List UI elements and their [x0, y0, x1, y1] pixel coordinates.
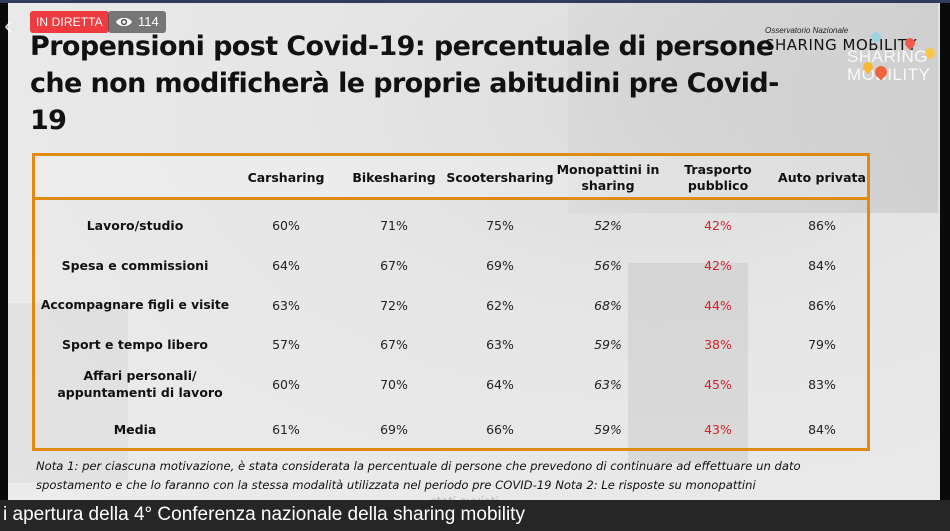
- table-row: Media 61% 69% 66% 59% 43% 84%: [35, 408, 867, 450]
- cell-monopattini: 59%: [594, 336, 622, 352]
- header-bikesharing: Bikesharing: [352, 170, 436, 185]
- background-photo-shade: [628, 263, 748, 463]
- table-row: Accompagnare figli e visite 63% 72% 62% …: [35, 285, 867, 325]
- slide-title: Propensioni post Covid-19: percentuale d…: [30, 31, 779, 136]
- row-label: Media: [113, 421, 157, 437]
- background-photo-shade: [8, 303, 128, 483]
- cell-trasporto-pubblico: 44%: [704, 297, 732, 313]
- cell-scootersharing: 62%: [486, 297, 514, 313]
- cell-trasporto-pubblico: 43%: [704, 421, 732, 437]
- cell-auto-privata: 86%: [808, 297, 836, 313]
- left-frame: [0, 3, 8, 500]
- cell-carsharing: 64%: [272, 257, 300, 273]
- cell-scootersharing: 64%: [486, 376, 514, 392]
- cell-auto-privata: 84%: [808, 257, 836, 273]
- table-header-row: Carsharing Bikesharing Scootersharing Mo…: [35, 156, 867, 200]
- cell-auto-privata: 79%: [808, 336, 836, 352]
- cell-monopattini: 59%: [594, 421, 622, 437]
- chevron-left-icon[interactable]: ‹: [4, 10, 13, 40]
- header-carsharing: Carsharing: [247, 170, 325, 185]
- cell-scootersharing: 75%: [486, 217, 514, 233]
- viewers-badge: 114: [108, 11, 166, 33]
- viewers-count: 114: [138, 14, 159, 29]
- row-label: Spesa e commissioni: [61, 257, 209, 273]
- cell-carsharing: 60%: [272, 376, 300, 392]
- row-label: Accompagnare figli e visite: [40, 297, 230, 312]
- table-row: Spesa e commissioni 64% 67% 69% 56% 42% …: [35, 245, 867, 285]
- table-row: Affari personali/ appuntamenti di lavoro…: [35, 363, 867, 405]
- logo-subtitle: Osservatorio Nazionale: [765, 26, 849, 35]
- cell-bikesharing: 69%: [380, 421, 408, 437]
- cell-bikesharing: 71%: [380, 217, 408, 233]
- cell-carsharing: 63%: [272, 297, 300, 313]
- cell-scootersharing: 69%: [486, 257, 514, 273]
- cell-scootersharing: 63%: [486, 336, 514, 352]
- footnote-line: spostamento e che lo faranno con la stes…: [36, 478, 756, 492]
- row-label: Lavoro/studio: [86, 217, 184, 233]
- cell-scootersharing: 66%: [486, 421, 514, 437]
- table-row: Lavoro/studio 60% 71% 75% 52% 42% 86%: [35, 205, 867, 245]
- sharing-mobility-logo: Osservatorio Nazionale SHARING MOBILITY …: [765, 22, 938, 92]
- cell-bikesharing: 67%: [380, 336, 408, 352]
- cell-trasporto-pubblico: 45%: [704, 376, 732, 392]
- cell-bikesharing: 72%: [380, 297, 408, 313]
- cell-monopattini: 68%: [594, 297, 622, 313]
- cell-auto-privata: 84%: [808, 421, 836, 437]
- footnote-line: Nota 1: per ciascuna motivazione, è stat…: [36, 459, 801, 473]
- cell-monopattini: 52%: [594, 217, 622, 233]
- right-frame: [940, 3, 950, 500]
- live-badge: IN DIRETTA: [30, 11, 109, 33]
- data-table: Carsharing Bikesharing Scootersharing Mo…: [32, 153, 870, 451]
- cell-auto-privata: 83%: [808, 376, 836, 392]
- cell-monopattini: 56%: [594, 257, 622, 273]
- cell-bikesharing: 67%: [380, 257, 408, 273]
- cell-trasporto-pubblico: 42%: [704, 217, 732, 233]
- row-label: Affari personali/ appuntamenti di lavoro: [57, 368, 223, 400]
- table-row: Sport e tempo libero 57% 67% 63% 59% 38%…: [35, 325, 867, 363]
- live-caption: i apertura della 4° Conferenza nazionale…: [0, 500, 950, 531]
- row-label: Sport e tempo libero: [62, 336, 208, 352]
- cell-carsharing: 57%: [272, 336, 300, 352]
- header-trasporto-pubblico: Trasporto pubblico: [684, 162, 752, 193]
- header-scootersharing: Scootersharing: [446, 170, 554, 185]
- cell-carsharing: 60%: [272, 217, 300, 233]
- top-border: [0, 0, 950, 3]
- header-auto-privata: Auto privata: [778, 170, 866, 185]
- cell-bikesharing: 70%: [380, 376, 408, 392]
- footnote: Nota 1: per ciascuna motivazione, è stat…: [36, 457, 916, 495]
- logo-ghost-text: SHARING MOBILITY: [847, 47, 931, 84]
- cell-trasporto-pubblico: 42%: [704, 257, 732, 273]
- cell-carsharing: 61%: [272, 421, 300, 437]
- header-monopattini: Monopattini in sharing: [556, 162, 660, 193]
- eye-icon: [116, 17, 132, 27]
- cell-trasporto-pubblico: 38%: [704, 336, 732, 352]
- cell-auto-privata: 86%: [808, 217, 836, 233]
- cell-monopattini: 63%: [594, 376, 622, 392]
